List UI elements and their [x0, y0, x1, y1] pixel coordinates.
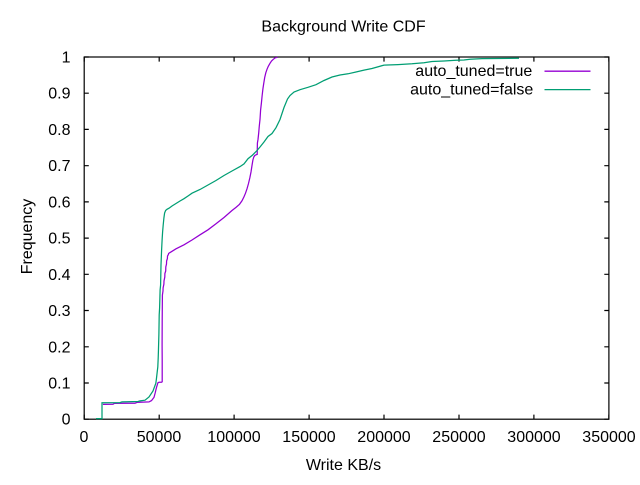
svg-text:0.7: 0.7	[48, 158, 70, 175]
svg-text:150000: 150000	[282, 429, 335, 446]
svg-text:1: 1	[62, 50, 71, 67]
svg-text:Frequency: Frequency	[19, 199, 36, 275]
svg-text:0.6: 0.6	[48, 194, 70, 211]
svg-text:350000: 350000	[582, 429, 635, 446]
svg-text:50000: 50000	[137, 429, 182, 446]
svg-text:250000: 250000	[432, 429, 485, 446]
svg-text:auto_tuned=true: auto_tuned=true	[415, 63, 532, 80]
svg-text:0.4: 0.4	[48, 267, 70, 284]
svg-text:0.1: 0.1	[48, 376, 70, 393]
svg-text:0: 0	[62, 412, 71, 429]
svg-text:auto_tuned=false: auto_tuned=false	[410, 81, 533, 98]
svg-text:0.8: 0.8	[48, 122, 70, 139]
svg-text:0.3: 0.3	[48, 303, 70, 320]
svg-text:100000: 100000	[207, 429, 260, 446]
svg-text:0: 0	[80, 429, 89, 446]
svg-text:Background Write CDF: Background Write CDF	[261, 19, 425, 36]
svg-text:Write KB/s: Write KB/s	[306, 457, 381, 474]
svg-text:0.2: 0.2	[48, 339, 70, 356]
svg-text:200000: 200000	[357, 429, 410, 446]
svg-text:0.5: 0.5	[48, 231, 70, 248]
svg-text:300000: 300000	[507, 429, 560, 446]
svg-text:0.9: 0.9	[48, 86, 70, 103]
